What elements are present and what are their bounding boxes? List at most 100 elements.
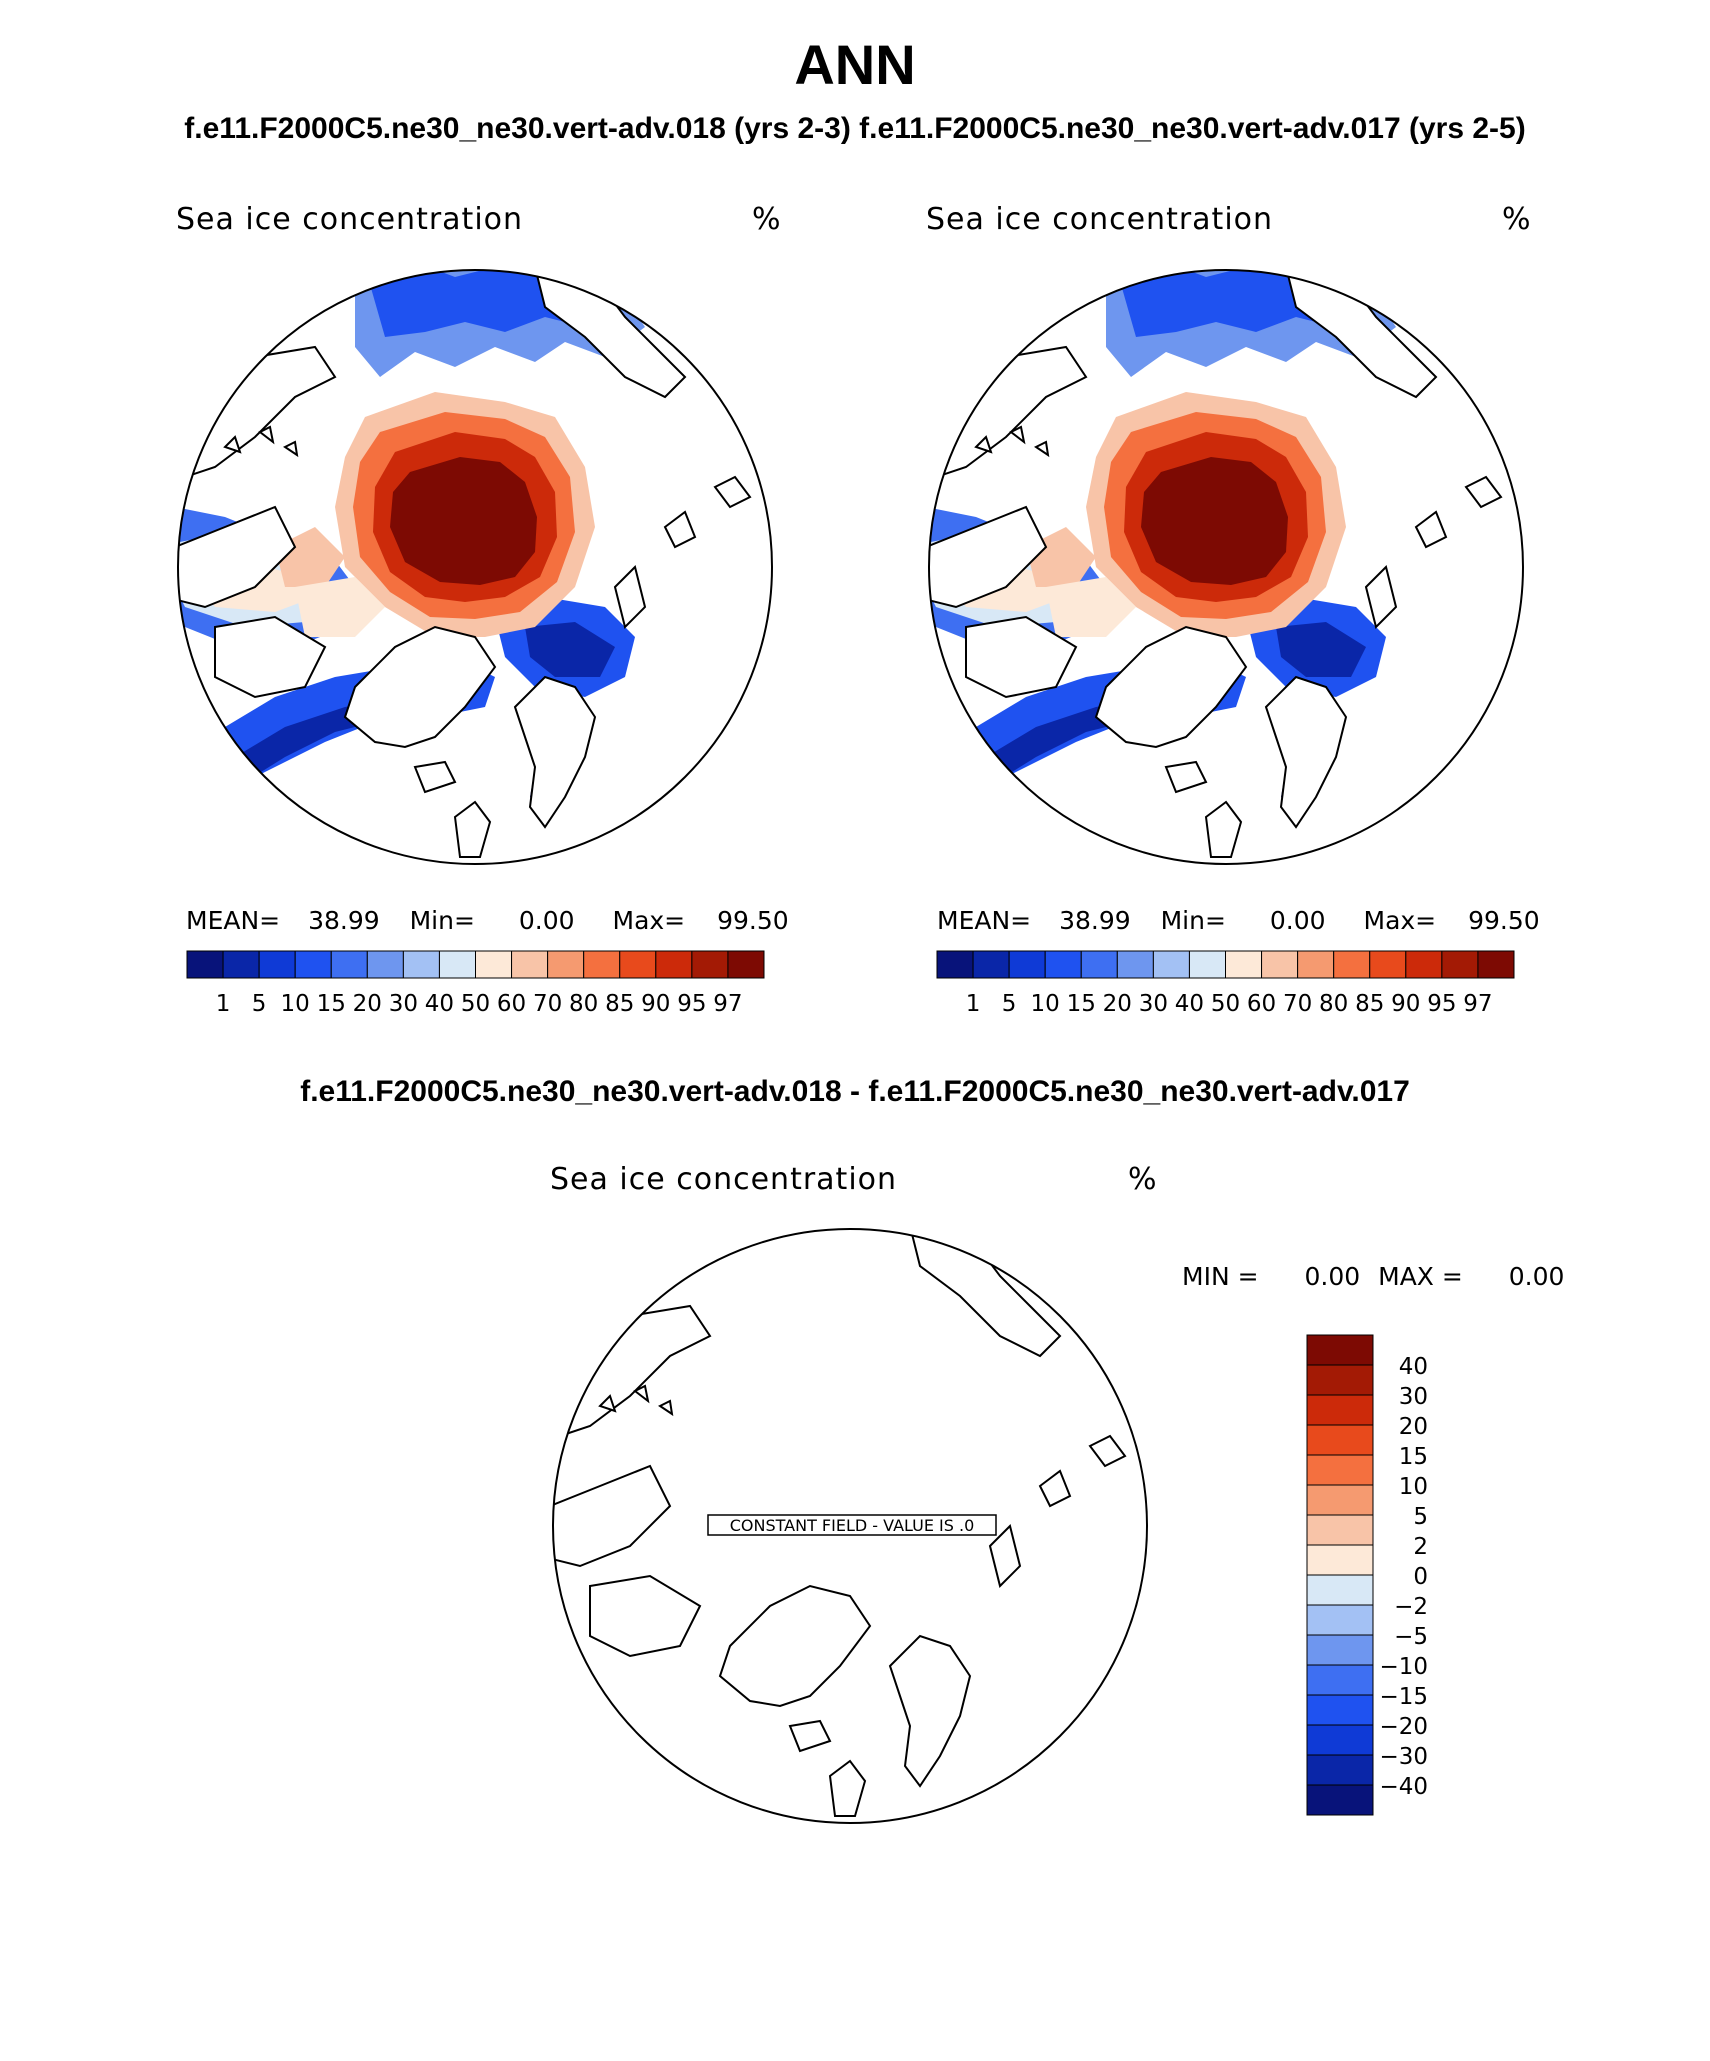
colorbar-swatch (1306, 1604, 1374, 1636)
coastline (1204, 800, 1243, 858)
panel2-map-boundary (928, 269, 1524, 865)
panel1-mean-label: MEAN= (186, 906, 281, 935)
colorbar-tick-label: 2 (1413, 1534, 1428, 1560)
colorbar-swatch (1306, 1574, 1374, 1606)
panel1-units: % (752, 202, 782, 237)
panel2-units: % (1502, 202, 1532, 237)
colorbar-tick-label: 30 (389, 991, 418, 1017)
colorbar-swatch (1044, 950, 1082, 979)
coastline (988, 1524, 1022, 1588)
panel1-mean-value: 38.99 (308, 906, 380, 935)
subtitle: f.e11.F2000C5.ne30_ne30.vert-adv.018 (yr… (0, 112, 1710, 146)
colorbar-swatch (1306, 1784, 1374, 1816)
colorbar-tick-label: 30 (1399, 1384, 1428, 1410)
colorbar-swatch (1369, 950, 1407, 979)
coastline (258, 425, 275, 445)
colorbar-swatch (1405, 950, 1443, 979)
colorbar-swatch (972, 950, 1010, 979)
colorbar-swatch (186, 950, 224, 979)
colorbar-tick-label: 1 (966, 991, 981, 1017)
colorbar-tick-label: 40 (1399, 1354, 1428, 1380)
colorbar-tick-label: 10 (1399, 1474, 1428, 1500)
diff-coastlines (553, 1229, 1127, 1817)
panel1-max-value: 99.50 (717, 906, 789, 935)
colorbar-tick-label: 95 (1427, 991, 1456, 1017)
coastline (713, 475, 752, 509)
ice-contour-region (390, 457, 537, 585)
diff-max-label: MAX = (1378, 1262, 1463, 1291)
constant-field-box (707, 1514, 997, 1536)
diff-max-value: 0.00 (1508, 1262, 1565, 1291)
colorbar-swatch (1306, 1754, 1374, 1786)
colorbar-tick-label: −5 (1394, 1624, 1428, 1650)
coastline (589, 1574, 702, 1658)
colorbar-tick-label: 50 (1211, 991, 1240, 1017)
ice-contour-region (295, 577, 385, 637)
coastline (965, 615, 1078, 699)
colorbar-tick-label: 60 (497, 991, 526, 1017)
colorbar-tick-label: 90 (1391, 991, 1420, 1017)
colorbar-swatch (1306, 1484, 1374, 1516)
colorbar-tick-label: 15 (1399, 1444, 1428, 1470)
panel2-mean-value: 38.99 (1059, 906, 1131, 935)
colorbar-swatch (1441, 950, 1479, 979)
coastline (633, 1384, 650, 1404)
coastline (718, 1584, 872, 1708)
colorbar-swatch (330, 950, 368, 979)
colorbar-swatch (1306, 1724, 1374, 1756)
coastline (178, 505, 297, 609)
coastline (214, 615, 327, 699)
coastline (553, 1464, 672, 1568)
subtitle-left-case: f.e11.F2000C5.ne30_ne30.vert-adv.018 (yr… (184, 112, 851, 145)
panel1-map-boundary (177, 269, 773, 865)
coastline (1414, 510, 1448, 549)
diff-min-value: 0.00 (1304, 1262, 1361, 1291)
coastline (888, 1634, 972, 1788)
colorbar-tick-label: −15 (1379, 1684, 1428, 1710)
coastline (1094, 625, 1248, 749)
colorbar-swatch (1297, 950, 1335, 979)
ice-contour-region (1046, 577, 1136, 637)
coastline (929, 505, 1048, 609)
panel2-max-value: 99.50 (1468, 906, 1540, 935)
colorbar-tick-label: 97 (713, 991, 742, 1017)
panel1-map (178, 270, 772, 864)
colorbar-swatch (1306, 1334, 1374, 1366)
colorbar-swatch (1306, 1544, 1374, 1576)
colorbar-swatch (1261, 950, 1299, 979)
colorbar-swatch (1306, 1664, 1374, 1696)
coastline (1034, 440, 1050, 458)
panel2-field-label: Sea ice concentration (926, 202, 1274, 237)
colorbar-swatch (1008, 950, 1046, 979)
panel2-min-value: 0.00 (1269, 906, 1326, 935)
colorbar-tick-label: −20 (1379, 1714, 1428, 1740)
colorbar-swatch (1333, 950, 1371, 979)
coastline (1038, 1469, 1072, 1508)
colorbar-swatch (1080, 950, 1118, 979)
panel1-colorbar: 1 5 10 15 20 30 40 50 60 70 80 85 90 95 97 (186, 950, 765, 1017)
colorbar-tick-label: 80 (1319, 991, 1348, 1017)
colorbar-tick-label: 80 (569, 991, 598, 1017)
constant-field-text: CONSTANT FIELD - VALUE IS .0 (730, 1516, 975, 1535)
panel2-colorbar: 1 5 10 15 20 30 40 50 60 70 80 85 90 95 97 (936, 950, 1515, 1017)
coastline (453, 800, 492, 858)
colorbar-swatch (1152, 950, 1190, 979)
colorbar-swatch (1188, 950, 1226, 979)
colorbar-tick-label: 70 (1283, 991, 1312, 1017)
diff-units: % (1128, 1162, 1158, 1197)
panel2-max-label: Max= (1363, 906, 1437, 935)
colorbar-swatch (258, 950, 296, 979)
colorbar-swatch (1306, 1394, 1374, 1426)
colorbar-swatch (691, 950, 729, 979)
coastline (283, 440, 299, 458)
colorbar-tick-label: 85 (1355, 991, 1384, 1017)
colorbar-swatch (655, 950, 693, 979)
colorbar-swatch (1306, 1454, 1374, 1486)
colorbar-tick-label: 50 (461, 991, 490, 1017)
colorbar-swatch (1225, 950, 1263, 979)
colorbar-swatch (402, 950, 440, 979)
diff-map-boundary (552, 1228, 1148, 1824)
colorbar-tick-label: 40 (1175, 991, 1204, 1017)
diff-stats: MIN = 0.00 MAX = 0.00 (1182, 1262, 1564, 1291)
